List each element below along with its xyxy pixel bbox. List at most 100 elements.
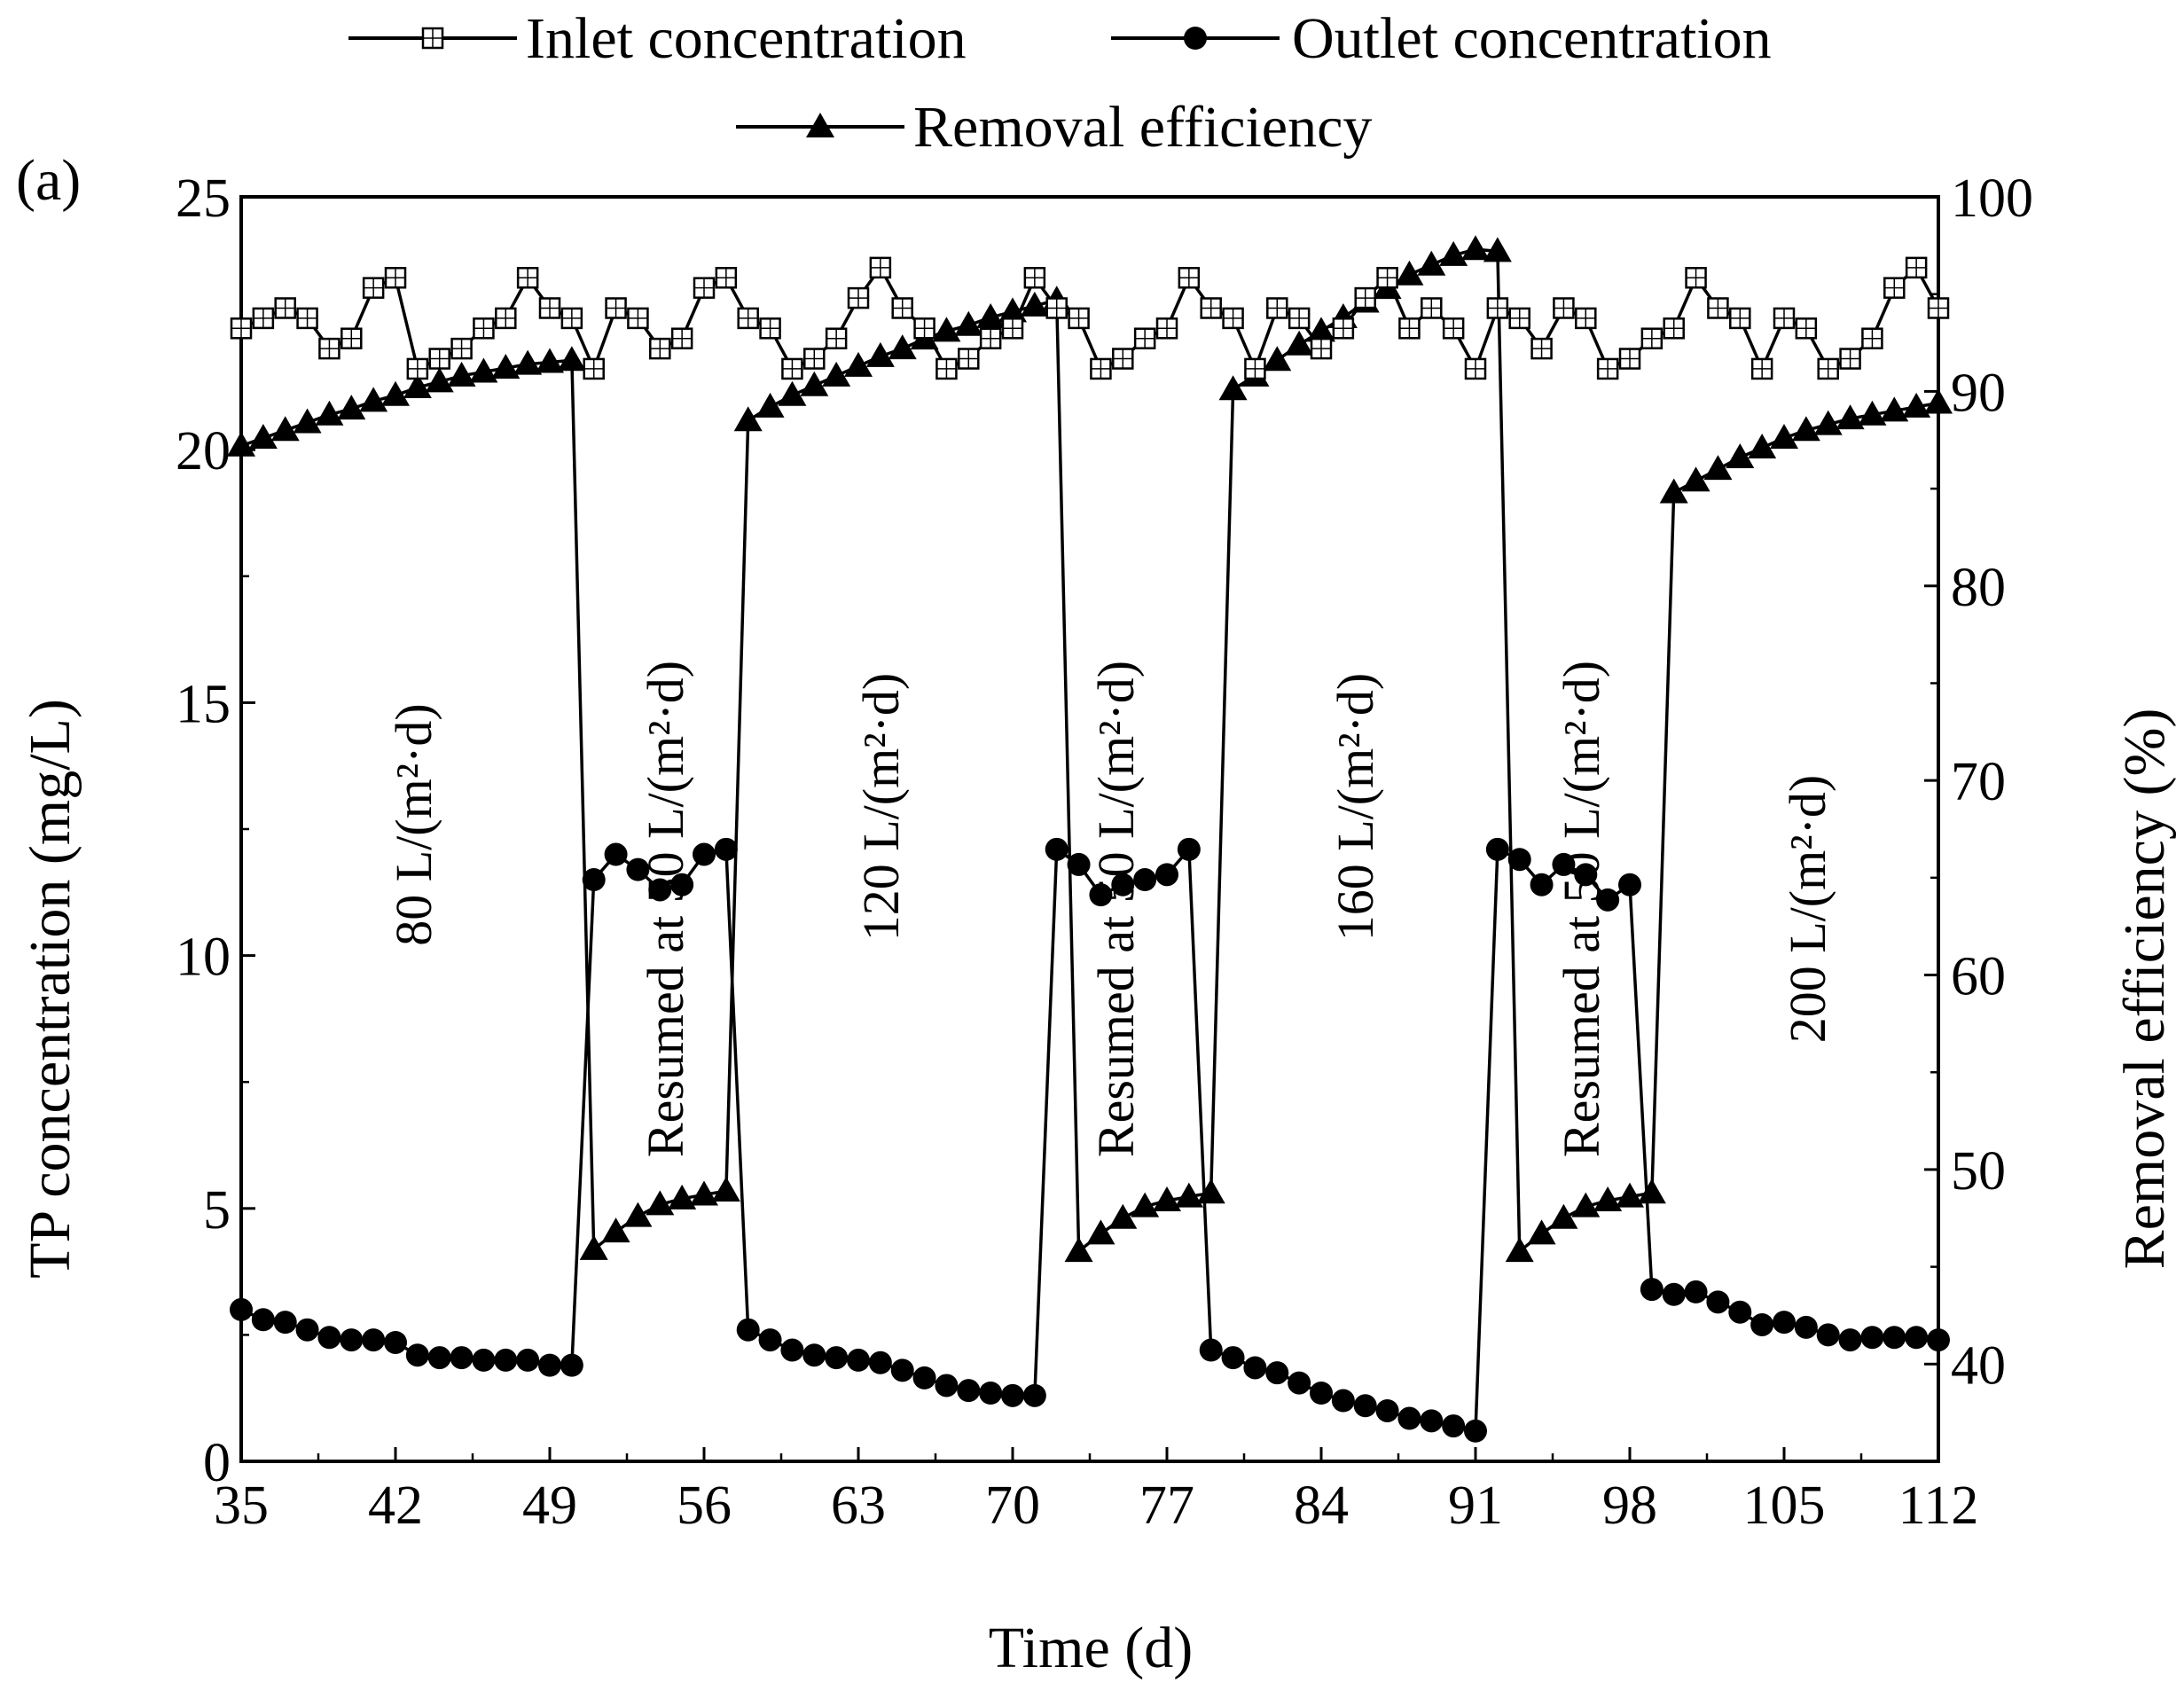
data-point <box>251 1308 275 1332</box>
data-point <box>1353 1394 1377 1418</box>
data-point <box>1795 317 1818 340</box>
data-point <box>1067 852 1091 876</box>
y-right-tick-label: 40 <box>1951 1335 2006 1396</box>
data-point <box>648 878 672 902</box>
x-tick-label: 35 <box>214 1476 269 1536</box>
data-point <box>1640 1278 1663 1302</box>
data-point <box>1486 297 1509 319</box>
y-left-tick-label: 10 <box>176 928 231 988</box>
data-point <box>891 297 913 319</box>
data-point <box>494 1348 518 1372</box>
data-point <box>711 1177 740 1202</box>
data-point <box>844 351 873 377</box>
data-point <box>1728 1300 1752 1324</box>
data-point <box>758 1328 782 1352</box>
data-point <box>1331 1389 1355 1413</box>
x-tick-label: 98 <box>1602 1476 1657 1536</box>
data-point <box>582 868 606 892</box>
data-point <box>604 842 628 866</box>
series-layer <box>227 235 1953 1443</box>
data-point <box>715 267 738 289</box>
data-point <box>1263 346 1292 372</box>
data-point <box>315 400 344 426</box>
data-point <box>538 297 561 319</box>
data-point <box>1507 848 1531 872</box>
data-point <box>932 317 961 342</box>
data-point <box>447 361 476 387</box>
data-point <box>1244 357 1266 380</box>
data-point <box>1196 1178 1225 1204</box>
data-point <box>778 380 807 406</box>
data-point <box>1461 235 1490 261</box>
data-point <box>1574 863 1598 887</box>
data-point <box>868 1350 892 1374</box>
y-left-tick-label: 15 <box>176 674 231 734</box>
data-point <box>825 1346 849 1370</box>
y-right-tick-label: 90 <box>1951 363 2006 423</box>
annotation-label: Resumed at 50 L/(m²·d) <box>637 661 694 1157</box>
data-point <box>1265 1361 1289 1385</box>
data-point <box>1064 1237 1093 1263</box>
data-point <box>1729 307 1751 330</box>
data-point <box>1575 307 1597 330</box>
data-point <box>384 267 407 289</box>
data-point <box>1332 317 1355 340</box>
data-point <box>1045 297 1068 319</box>
data-point <box>1266 297 1288 319</box>
data-point <box>1288 307 1311 330</box>
data-point <box>935 357 958 380</box>
data-point <box>425 367 454 393</box>
data-point <box>736 1318 760 1342</box>
data-point <box>958 348 980 370</box>
data-point <box>1836 404 1865 430</box>
data-point <box>847 1348 870 1372</box>
data-point <box>1174 1182 1203 1208</box>
data-point <box>1464 1419 1487 1443</box>
data-point <box>362 277 385 299</box>
data-point <box>979 1381 1003 1405</box>
data-point <box>935 1374 959 1397</box>
data-point <box>1153 1186 1181 1212</box>
data-point <box>1530 873 1554 896</box>
legend-marker <box>421 27 444 50</box>
data-point <box>1354 286 1376 309</box>
data-point <box>781 357 803 380</box>
data-point <box>1596 357 1619 380</box>
data-point <box>293 408 322 434</box>
data-point <box>822 361 851 387</box>
data-point <box>1770 424 1798 450</box>
data-point <box>1310 1381 1333 1405</box>
data-point <box>888 334 917 360</box>
data-point <box>1703 455 1733 481</box>
data-point <box>1530 337 1553 360</box>
legend: Inlet concentration Outlet concentration R… <box>348 6 1772 160</box>
x-tick-label: 42 <box>368 1476 423 1536</box>
data-point <box>579 1234 608 1260</box>
data-point <box>1726 442 1755 468</box>
data-point <box>1593 1186 1623 1212</box>
legend-marker <box>1184 27 1207 50</box>
data-point <box>847 286 870 309</box>
data-point <box>1222 307 1244 330</box>
data-point <box>1288 1371 1311 1395</box>
data-point <box>318 337 341 360</box>
data-point <box>1218 375 1248 401</box>
annotation-label: 200 L/(m²·d) <box>1779 775 1836 1044</box>
data-point <box>1880 396 1909 422</box>
y-left-tick-label: 0 <box>203 1433 231 1493</box>
data-point <box>1020 291 1049 317</box>
series-outlet-concentration <box>230 837 1950 1443</box>
data-point <box>1640 327 1663 349</box>
data-point <box>381 380 410 406</box>
data-point <box>755 392 785 418</box>
data-point <box>469 357 498 383</box>
data-point <box>1794 1315 1818 1339</box>
data-point <box>1131 1192 1160 1217</box>
data-point <box>1395 260 1424 286</box>
data-point <box>759 317 781 340</box>
y-left-tick-label: 20 <box>176 421 231 481</box>
data-point <box>230 1297 253 1321</box>
data-point <box>1086 1219 1115 1245</box>
data-point <box>780 1338 804 1362</box>
data-point <box>1001 1383 1024 1407</box>
